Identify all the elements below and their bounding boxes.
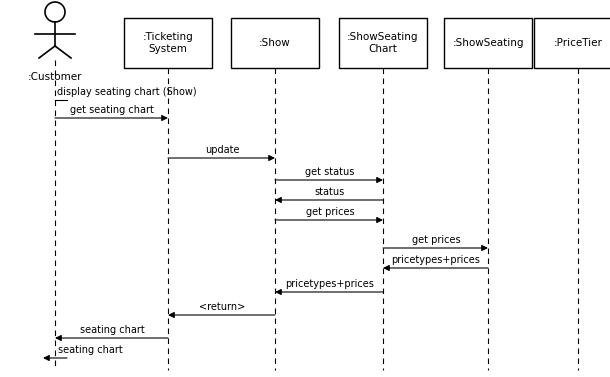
Text: :ShowSeating: :ShowSeating bbox=[452, 38, 524, 48]
Text: :Show: :Show bbox=[259, 38, 291, 48]
Text: :Ticketing
System: :Ticketing System bbox=[143, 32, 193, 54]
Circle shape bbox=[45, 2, 65, 22]
Text: update: update bbox=[205, 145, 239, 155]
Text: :ShowSeating
Chart: :ShowSeating Chart bbox=[347, 32, 418, 54]
Text: seating chart: seating chart bbox=[80, 325, 145, 335]
Text: seating chart: seating chart bbox=[58, 345, 123, 355]
Text: get prices: get prices bbox=[306, 207, 354, 217]
Text: :PriceTier: :PriceTier bbox=[553, 38, 603, 48]
Bar bbox=[231, 18, 319, 68]
Text: get status: get status bbox=[306, 167, 354, 177]
Bar bbox=[534, 18, 610, 68]
Bar bbox=[339, 18, 427, 68]
Text: :Customer: :Customer bbox=[27, 72, 82, 82]
Text: get prices: get prices bbox=[412, 235, 461, 245]
Text: <return>: <return> bbox=[199, 302, 245, 312]
Bar bbox=[444, 18, 532, 68]
Text: status: status bbox=[315, 187, 345, 197]
Text: pricetypes+prices: pricetypes+prices bbox=[392, 255, 481, 265]
Text: pricetypes+prices: pricetypes+prices bbox=[285, 279, 375, 289]
Text: display seating chart (Show): display seating chart (Show) bbox=[57, 87, 196, 97]
Text: get seating chart: get seating chart bbox=[70, 105, 154, 115]
Bar bbox=[124, 18, 212, 68]
